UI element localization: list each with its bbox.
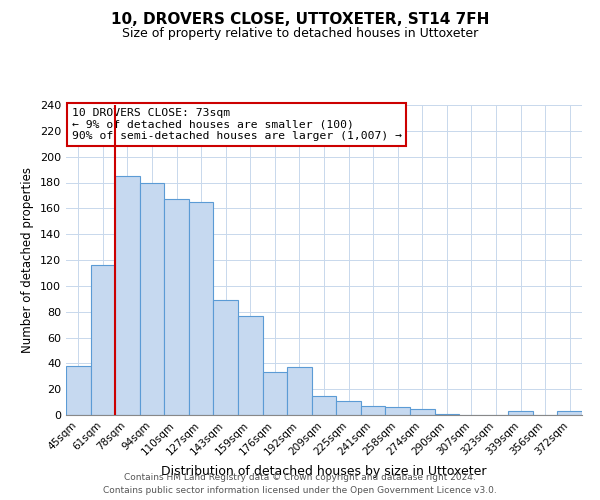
Bar — [410, 408, 434, 415]
Text: Contains HM Land Registry data © Crown copyright and database right 2024.: Contains HM Land Registry data © Crown c… — [124, 474, 476, 482]
Bar — [287, 367, 312, 415]
Bar — [557, 411, 582, 415]
Text: 10 DROVERS CLOSE: 73sqm
← 9% of detached houses are smaller (100)
90% of semi-de: 10 DROVERS CLOSE: 73sqm ← 9% of detached… — [71, 108, 401, 141]
Text: 10, DROVERS CLOSE, UTTOXETER, ST14 7FH: 10, DROVERS CLOSE, UTTOXETER, ST14 7FH — [111, 12, 489, 28]
Bar — [66, 366, 91, 415]
X-axis label: Distribution of detached houses by size in Uttoxeter: Distribution of detached houses by size … — [161, 465, 487, 478]
Bar — [91, 265, 115, 415]
Text: Contains public sector information licensed under the Open Government Licence v3: Contains public sector information licen… — [103, 486, 497, 495]
Bar — [434, 414, 459, 415]
Bar — [164, 200, 189, 415]
Bar — [508, 411, 533, 415]
Bar — [263, 372, 287, 415]
Bar — [336, 401, 361, 415]
Bar — [312, 396, 336, 415]
Bar — [385, 407, 410, 415]
Bar — [140, 182, 164, 415]
Text: Size of property relative to detached houses in Uttoxeter: Size of property relative to detached ho… — [122, 28, 478, 40]
Bar — [238, 316, 263, 415]
Bar — [189, 202, 214, 415]
Y-axis label: Number of detached properties: Number of detached properties — [22, 167, 34, 353]
Bar — [214, 300, 238, 415]
Bar — [361, 406, 385, 415]
Bar — [115, 176, 140, 415]
